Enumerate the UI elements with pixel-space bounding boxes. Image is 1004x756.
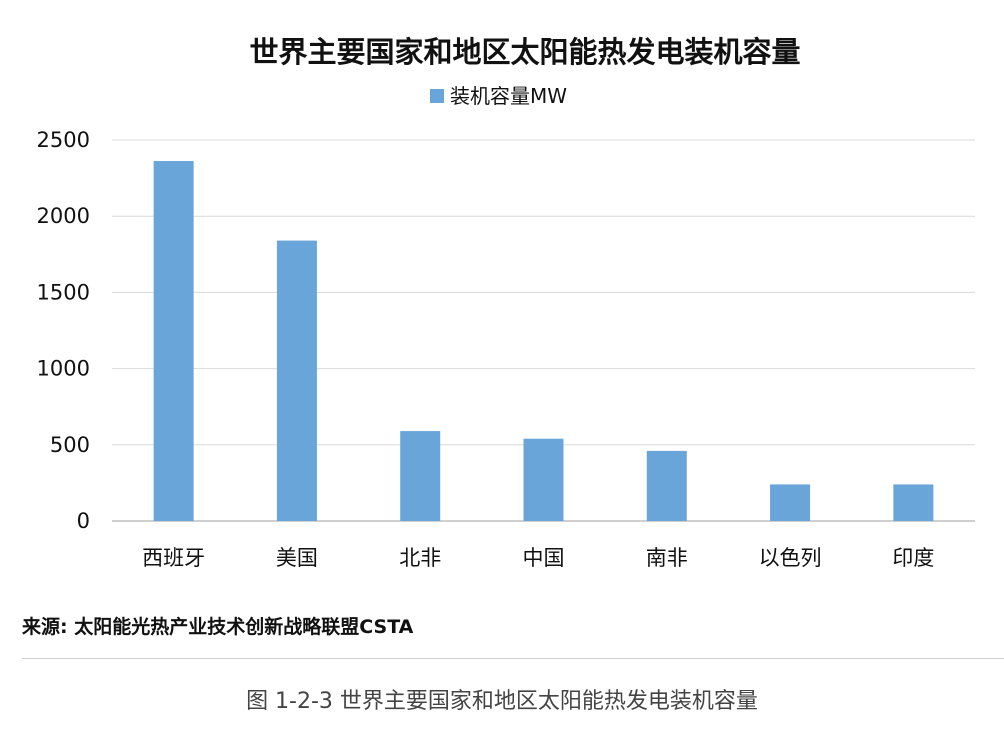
bar — [770, 484, 811, 521]
y-tick-label: 2500 — [37, 128, 90, 152]
y-tick-label: 2000 — [37, 204, 90, 228]
divider — [22, 658, 1004, 659]
source-note: 来源: 太阳能光热产业技术创新战略联盟CSTA — [22, 616, 414, 638]
figure-caption: 图 1-2-3 世界主要国家和地区太阳能热发电装机容量 — [246, 689, 758, 714]
bar — [646, 450, 687, 521]
x-tick-label: 印度 — [892, 546, 934, 570]
x-tick-label: 中国 — [523, 546, 565, 570]
bars — [153, 161, 934, 522]
gridlines — [112, 139, 975, 522]
bar — [153, 161, 194, 522]
y-axis-ticks: 0 500 1000 1500 2000 2500 — [37, 128, 90, 533]
y-tick-label: 1500 — [37, 280, 90, 304]
bar — [276, 240, 317, 522]
bar-chart: 世界主要国家和地区太阳能热发电装机容量 装机容量MW 0 500 1000 1500 2… — [37, 35, 975, 570]
y-tick-label: 500 — [50, 433, 90, 457]
legend-label: 装机容量MW — [450, 84, 567, 108]
x-tick-label: 南非 — [646, 546, 688, 570]
legend-swatch — [430, 89, 444, 103]
x-tick-label: 北非 — [399, 546, 441, 570]
bar — [400, 431, 441, 521]
bar — [523, 438, 564, 521]
x-tick-label: 西班牙 — [142, 546, 205, 570]
chart-title: 世界主要国家和地区太阳能热发电装机容量 — [249, 35, 800, 69]
y-tick-label: 1000 — [37, 357, 90, 381]
bar — [893, 484, 934, 521]
chart-legend: 装机容量MW — [430, 84, 567, 108]
y-tick-label: 0 — [77, 509, 90, 533]
x-tick-label: 美国 — [276, 546, 318, 570]
x-tick-label: 以色列 — [759, 546, 822, 570]
x-axis-labels: 西班牙 美国 北非 中国 南非 以色列 印度 — [142, 546, 934, 570]
